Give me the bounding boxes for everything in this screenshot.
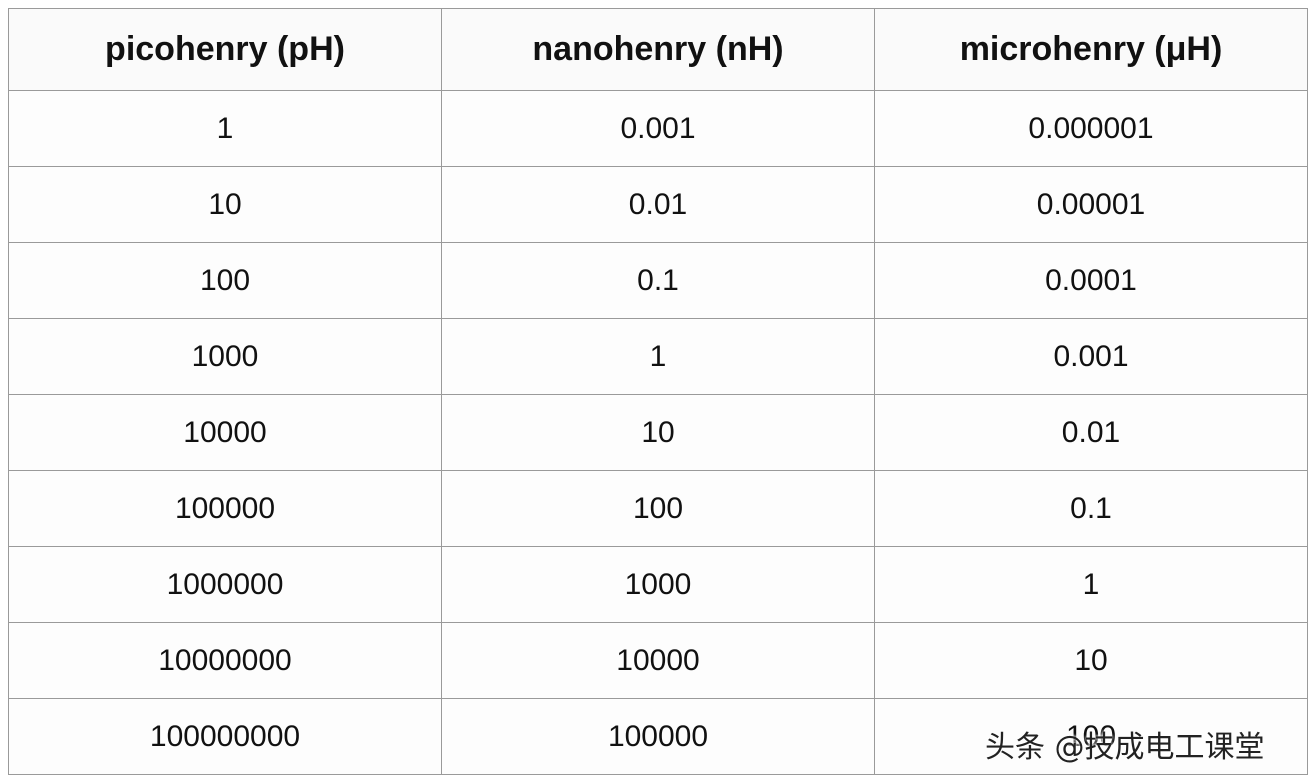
conversion-table: picohenry (pH) nanohenry (nH) microhenry (… <box>8 8 1308 775</box>
header-row: picohenry (pH) nanohenry (nH) microhenry (… <box>8 8 1308 91</box>
table-cell: 1000 <box>8 318 442 395</box>
table-cell: 0.01 <box>874 394 1308 471</box>
table-cell: 100 <box>441 470 875 547</box>
table-cell: 0.1 <box>441 242 875 319</box>
table-cell: 10000000 <box>8 622 442 699</box>
table-cell: 10 <box>874 622 1308 699</box>
table-cell: 0.001 <box>874 318 1308 395</box>
table-cell: 10 <box>441 394 875 471</box>
table-cell: 100000 <box>8 470 442 547</box>
table-row: 1000 1 0.001 <box>8 318 1308 395</box>
table-cell: 1 <box>441 318 875 395</box>
table-cell: 0.001 <box>441 90 875 167</box>
table-cell: 1000000 <box>8 546 442 623</box>
table-cell: 0.00001 <box>874 166 1308 243</box>
table-row: 10000000 10000 10 <box>8 622 1308 699</box>
table-cell: 100 <box>874 698 1308 775</box>
table-cell: 1 <box>874 546 1308 623</box>
table-cell: 0.000001 <box>874 90 1308 167</box>
table-cell: 100 <box>8 242 442 319</box>
table-row: 1000000 1000 1 <box>8 546 1308 623</box>
table-cell: 100000000 <box>8 698 442 775</box>
table-row: 1 0.001 0.000001 <box>8 90 1308 167</box>
table-cell: 0.0001 <box>874 242 1308 319</box>
header-cell: nanohenry (nH) <box>441 8 875 91</box>
table-cell: 10000 <box>8 394 442 471</box>
table-cell: 0.1 <box>874 470 1308 547</box>
table-cell: 1000 <box>441 546 875 623</box>
table-cell: 10000 <box>441 622 875 699</box>
table-cell: 10 <box>8 166 442 243</box>
table-row: 100000 100 0.1 <box>8 470 1308 547</box>
header-cell: picohenry (pH) <box>8 8 442 91</box>
table-cell: 1 <box>8 90 442 167</box>
header-cell: microhenry (μH) <box>874 8 1308 91</box>
table-body: 1 0.001 0.000001 10 0.01 0.00001 100 0.1 0.0001 1… <box>8 90 1308 775</box>
table-row: 100000000 100000 100 <box>8 698 1308 775</box>
table-cell: 0.01 <box>441 166 875 243</box>
table-row: 100 0.1 0.0001 <box>8 242 1308 319</box>
table-cell: 100000 <box>441 698 875 775</box>
table-row: 10 0.01 0.00001 <box>8 166 1308 243</box>
watermark: 头条 @技成电工课堂 <box>985 730 1265 765</box>
table-row: 10000 10 0.01 <box>8 394 1308 471</box>
